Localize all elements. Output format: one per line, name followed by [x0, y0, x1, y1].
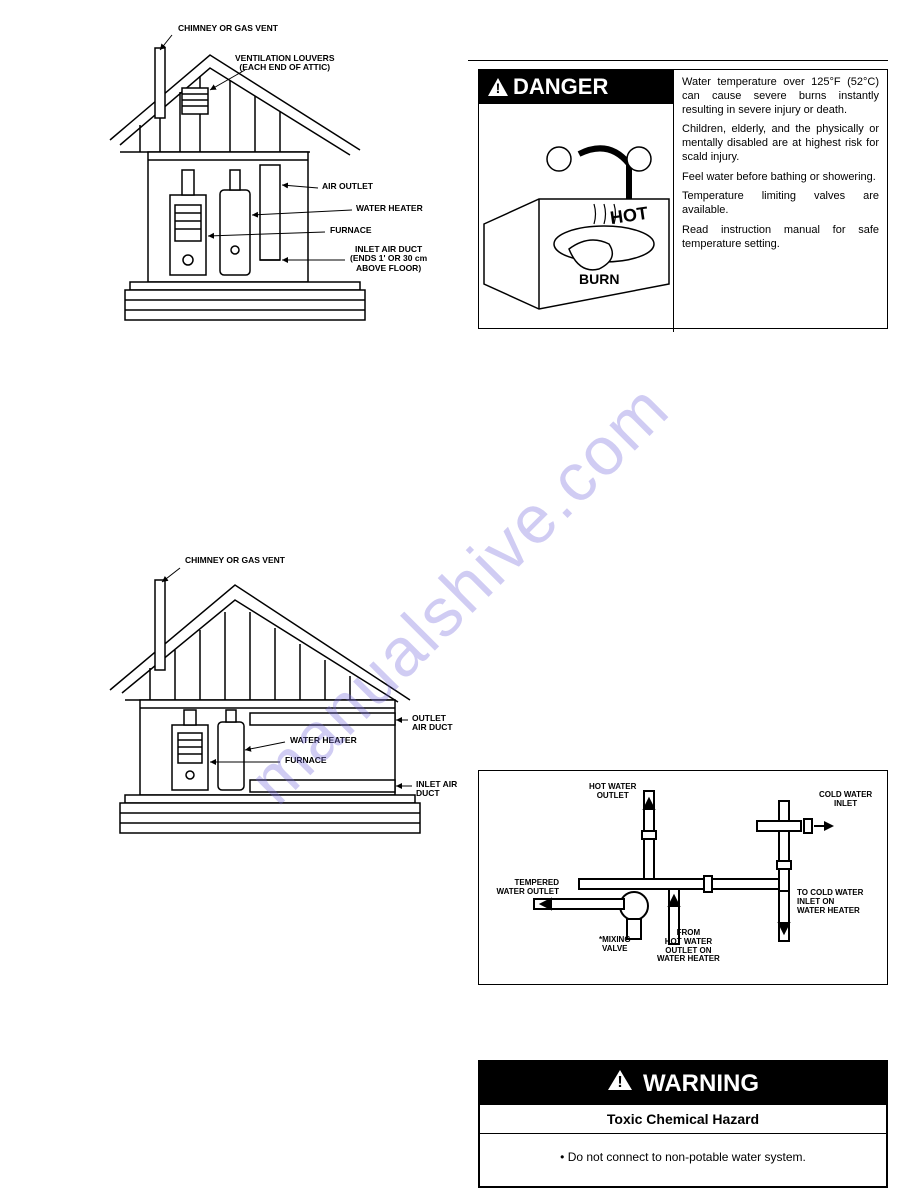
danger-scald-graphic: HOT BURN: [479, 104, 674, 332]
right-column: ! DANGER: [468, 60, 888, 359]
mixing-valve-box: HOT WATER OUTLET COLD WATER INLET TEMPER…: [478, 770, 888, 985]
d1-air-outlet-label: AIR OUTLET: [322, 182, 373, 191]
danger-p1: Water temperature over 125°F (52°C) can …: [682, 76, 879, 117]
m-tempered: TEMPERED WATER OUTLET: [489, 879, 559, 897]
svg-text:!: !: [617, 1074, 622, 1091]
danger-p2: Children, elderly, and the physically or…: [682, 123, 879, 164]
danger-text-area: Water temperature over 125°F (52°C) can …: [674, 70, 887, 328]
d2-inlet-duct-label: INLET AIR DUCT: [416, 780, 460, 799]
m-from-hot: FROM HOT WATER OUTLET ON WATER HEATER: [657, 929, 720, 964]
warning-header-text: WARNING: [643, 1070, 759, 1098]
left-column: CHIMNEY OR GAS VENT VENTILATION LOUVERS …: [100, 20, 460, 920]
divider: [468, 60, 888, 61]
danger-left: ! DANGER: [479, 70, 674, 328]
d1-furnace-label: FURNACE: [330, 226, 372, 235]
d2-outlet-duct-label: OUTLET AIR DUCT: [412, 714, 460, 733]
warning-box-container: ! WARNING Toxic Chemical Hazard • Do not…: [478, 1020, 888, 1188]
danger-p4: Temperature limiting valves are availabl…: [682, 190, 879, 218]
warning-subhead: Toxic Chemical Hazard: [480, 1105, 886, 1134]
svg-text:!: !: [496, 80, 501, 96]
burn-text: BURN: [579, 271, 619, 287]
m-mixing-valve: *MIXING VALVE: [599, 936, 631, 954]
house-diagram-attic: CHIMNEY OR GAS VENT VENTILATION LOUVERS …: [100, 20, 460, 350]
m-hot-outlet: HOT WATER OUTLET: [589, 783, 636, 801]
danger-p5: Read instruction manual for safe tempera…: [682, 224, 879, 252]
warning-box: ! WARNING Toxic Chemical Hazard • Do not…: [478, 1060, 888, 1188]
d1-vent-label: VENTILATION LOUVERS (EACH END OF ATTIC): [235, 54, 335, 73]
d1-inlet-label: INLET AIR DUCT (ENDS 1' OR 30 cm ABOVE F…: [350, 245, 427, 273]
diagram2-svg: [100, 550, 460, 860]
warning-body: • Do not connect to non-potable water sy…: [480, 1134, 886, 1186]
d1-chimney-label: CHIMNEY OR GAS VENT: [178, 24, 278, 33]
m-to-cold: TO COLD WATER INLET ON WATER HEATER: [797, 889, 863, 915]
page-root: manualshive.com: [0, 0, 918, 1188]
danger-box: ! DANGER: [478, 69, 888, 329]
danger-p3: Feel water before bathing or showering.: [682, 171, 879, 185]
danger-header-text: DANGER: [513, 74, 608, 100]
d2-furnace-label: FURNACE: [285, 756, 327, 765]
warning-triangle-icon: !: [487, 77, 509, 97]
spacer: [100, 400, 460, 550]
d1-water-heater-label: WATER HEATER: [356, 204, 423, 213]
d2-water-heater-label: WATER HEATER: [290, 736, 357, 745]
d2-chimney-label: CHIMNEY OR GAS VENT: [185, 556, 285, 565]
warning-header: ! WARNING: [480, 1062, 886, 1105]
danger-header: ! DANGER: [479, 70, 674, 104]
house-diagram-horizontal: CHIMNEY OR GAS VENT OUTLET AIR DUCT WATE…: [100, 550, 460, 870]
m-cold-inlet: COLD WATER INLET: [819, 791, 872, 809]
warning-triangle-icon: !: [607, 1068, 633, 1099]
